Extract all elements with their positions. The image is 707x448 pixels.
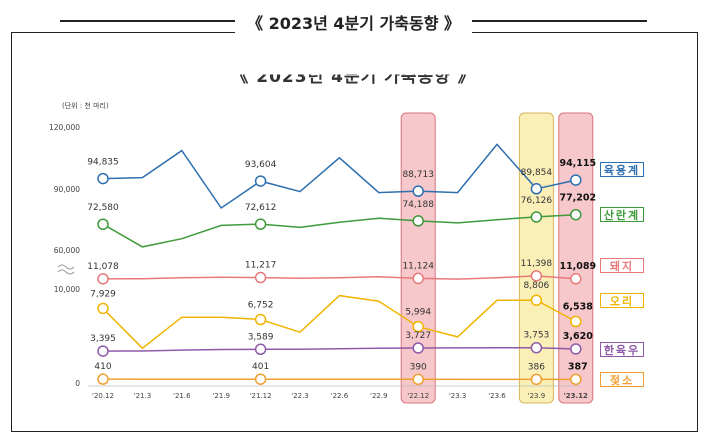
data-label: 77,202 — [559, 193, 596, 204]
animal-marker-icon — [254, 313, 267, 326]
data-label: 387 — [568, 361, 588, 372]
x-tick-label: '22.12 — [407, 392, 429, 400]
animal-marker-icon — [97, 373, 109, 385]
x-tick-label: '22.9 — [370, 392, 388, 400]
animal-marker-icon — [412, 272, 424, 285]
legend-item: 한육우 — [600, 342, 644, 357]
unit-label: (단위 : 천 마리) — [62, 101, 109, 110]
x-tick-label: '21.6 — [173, 392, 191, 400]
highlight-239 — [518, 112, 554, 404]
data-label: 11,078 — [87, 262, 119, 272]
axis-break-icon — [57, 264, 75, 275]
data-label: 72,612 — [245, 203, 277, 213]
x-tick-label: '22.3 — [291, 392, 309, 400]
animal-marker-icon — [412, 320, 424, 333]
animal-marker-icon — [530, 270, 543, 282]
data-label: 3,620 — [563, 331, 593, 342]
animal-marker-icon — [412, 185, 424, 197]
animal-marker-icon — [530, 294, 543, 306]
data-label: 3,395 — [90, 334, 116, 344]
y-tick-label: 0 — [75, 379, 80, 388]
series-line-2 — [102, 275, 576, 280]
legend-item: 오리 — [600, 293, 644, 308]
animal-marker-icon — [97, 218, 109, 230]
x-tick-label: '23.6 — [488, 392, 506, 400]
animal-marker-icon — [412, 342, 424, 354]
data-label: 11,217 — [245, 261, 277, 271]
animal-marker-icon — [97, 172, 109, 185]
data-label: 3,753 — [524, 331, 550, 341]
x-tick-label: '23.3 — [449, 392, 467, 400]
data-label: 386 — [528, 362, 545, 372]
animal-marker-icon — [412, 373, 424, 386]
animal-marker-icon — [570, 315, 582, 328]
data-label: 3,727 — [405, 331, 431, 341]
animal-marker-icon — [530, 373, 543, 386]
x-tick-label: '23.12 — [564, 392, 588, 400]
data-label: 8,806 — [524, 281, 550, 291]
data-label: 401 — [252, 362, 269, 372]
series-line-4 — [102, 346, 576, 352]
data-label: 6,752 — [248, 301, 274, 311]
animal-marker-icon — [97, 302, 109, 315]
data-label: 5,994 — [405, 308, 431, 318]
x-tick-label: '22.6 — [331, 392, 349, 400]
highlight-2212 — [400, 112, 436, 404]
series-line-3 — [102, 294, 577, 350]
animal-marker-icon — [530, 211, 543, 223]
data-label: 3,589 — [248, 332, 274, 342]
legend-item: 육용계 — [600, 162, 644, 177]
legend-item: 젖소 — [600, 372, 644, 387]
animal-marker-icon — [570, 373, 582, 386]
animal-marker-icon — [254, 343, 267, 356]
y-tick-label: 120,000 — [49, 123, 80, 132]
legend-item: 돼지 — [600, 258, 644, 273]
data-label: 7,929 — [90, 289, 116, 299]
data-label: 94,115 — [559, 158, 596, 169]
x-tick-label: '21.3 — [134, 392, 152, 400]
highlight-2312 — [558, 112, 594, 404]
animal-marker-icon — [254, 271, 267, 284]
data-label: 410 — [94, 362, 111, 372]
animal-marker-icon — [530, 183, 543, 195]
x-tick-label: '23.9 — [528, 392, 546, 400]
data-label: 72,580 — [87, 203, 119, 213]
animal-marker-icon — [570, 273, 582, 285]
x-tick-label: '21.12 — [250, 392, 272, 400]
data-label: 11,124 — [402, 261, 434, 271]
data-label: 76,126 — [521, 196, 553, 206]
data-label: 88,713 — [402, 170, 434, 180]
animal-marker-icon — [254, 175, 267, 187]
data-label: 93,604 — [245, 160, 277, 170]
y-tick-label: 90,000 — [54, 185, 80, 194]
inner-chart-title: 《 2023년 4분기 가축동향 》 — [231, 67, 476, 88]
y-tick-label: 60,000 — [54, 246, 80, 255]
series-line-1 — [102, 213, 576, 248]
data-label: 6,538 — [563, 302, 593, 313]
animal-marker-icon — [97, 273, 109, 285]
legend-item: 산란계 — [600, 207, 644, 222]
animal-marker-icon — [254, 373, 267, 385]
animal-marker-icon — [254, 218, 267, 230]
data-label: 89,854 — [521, 168, 553, 178]
page-title: 《 2023년 4분기 가축동향 》 — [0, 10, 707, 34]
x-tick-label: '21.9 — [212, 392, 230, 400]
data-label: 94,835 — [87, 158, 119, 168]
animal-marker-icon — [412, 215, 424, 227]
animal-marker-icon — [570, 343, 582, 355]
series-line-0 — [102, 143, 576, 210]
animal-marker-icon — [570, 208, 582, 221]
animal-marker-icon — [97, 345, 109, 357]
animal-marker-icon — [530, 341, 543, 354]
y-tick-label: 10,000 — [54, 285, 80, 294]
x-tick-label: '20.12 — [92, 392, 114, 400]
data-label: 74,188 — [402, 200, 434, 210]
animal-marker-icon — [570, 174, 582, 186]
data-label: 11,089 — [559, 261, 596, 272]
data-label: 390 — [410, 362, 427, 372]
data-label: 11,398 — [521, 259, 553, 269]
